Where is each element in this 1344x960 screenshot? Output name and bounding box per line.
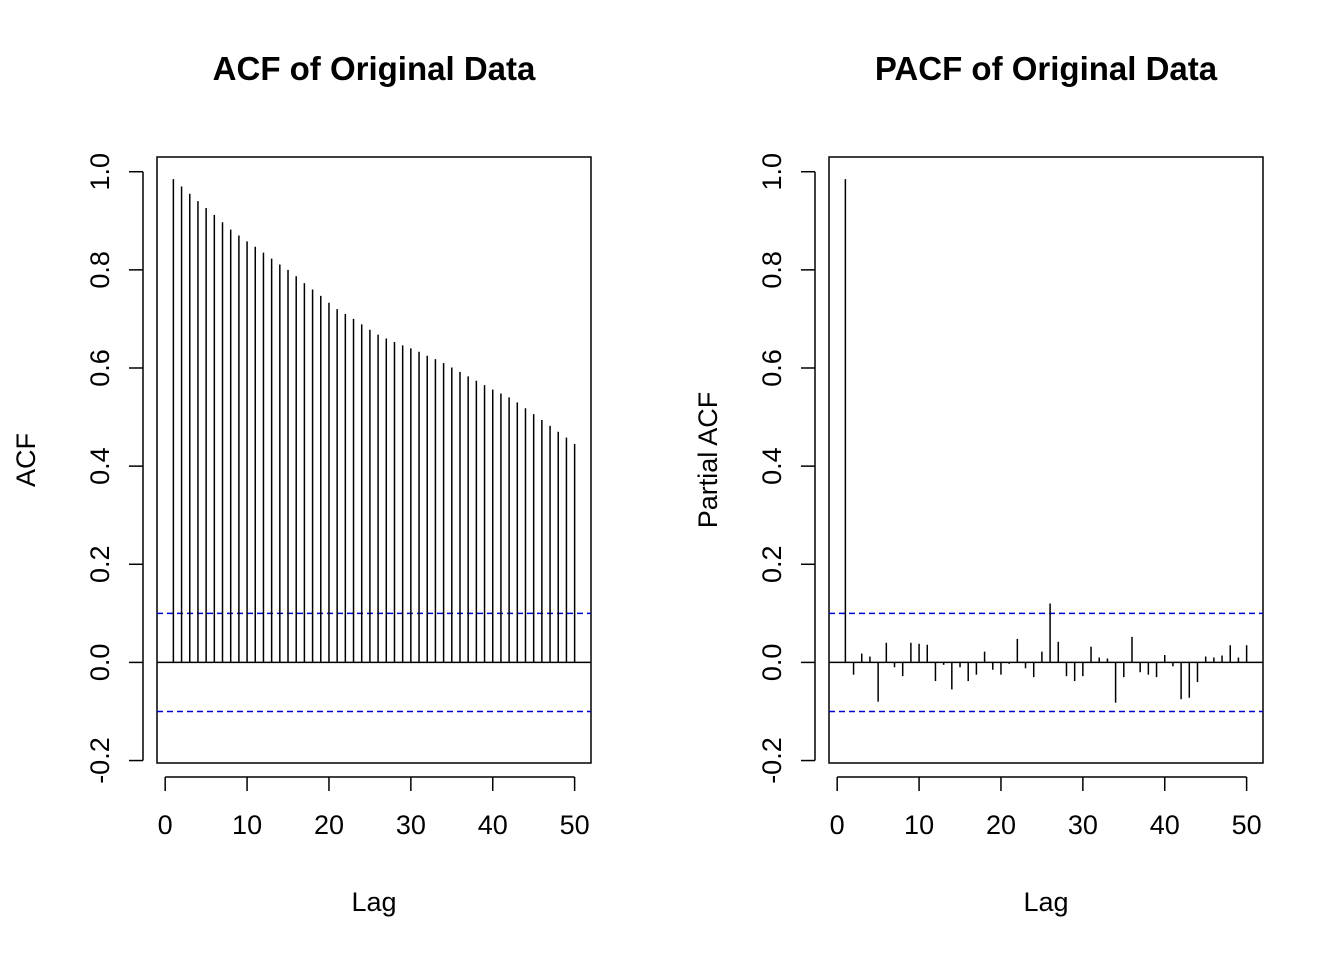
y-tick-label: 0.4 <box>757 447 787 485</box>
chart-title: PACF of Original Data <box>875 50 1218 87</box>
x-axis-label: Lag <box>1023 887 1068 917</box>
x-tick-label: 30 <box>396 810 426 840</box>
x-tick-label: 40 <box>1150 810 1180 840</box>
x-tick-label: 50 <box>1232 810 1262 840</box>
plot-box <box>828 156 1264 764</box>
y-tick-label: 1.0 <box>85 153 115 191</box>
x-tick-label: 40 <box>478 810 508 840</box>
x-axis-label: Lag <box>351 887 396 917</box>
x-tick-label: 0 <box>158 810 173 840</box>
x-tick-label: 10 <box>232 810 262 840</box>
y-tick-label: 0.2 <box>85 545 115 583</box>
y-tick-label: 0.4 <box>85 447 115 485</box>
y-tick-label: 0.8 <box>757 251 787 289</box>
x-tick-label: 20 <box>986 810 1016 840</box>
x-tick-label: 30 <box>1068 810 1098 840</box>
y-tick-label: 1.0 <box>757 153 787 191</box>
y-tick-label: 0.6 <box>85 349 115 387</box>
y-tick-label: 0.0 <box>757 644 787 682</box>
y-tick-label: 0.0 <box>85 644 115 682</box>
y-axis-label: ACF <box>11 433 41 487</box>
x-tick-label: 0 <box>830 810 845 840</box>
y-tick-label: -0.2 <box>85 737 115 784</box>
x-tick-label: 50 <box>560 810 590 840</box>
chart-title: ACF of Original Data <box>213 50 536 87</box>
x-tick-label: 10 <box>904 810 934 840</box>
x-tick-label: 20 <box>314 810 344 840</box>
y-axis-label: Partial ACF <box>693 392 723 529</box>
y-tick-label: 0.8 <box>85 251 115 289</box>
plot-box <box>156 156 592 764</box>
y-tick-label: -0.2 <box>757 737 787 784</box>
y-tick-label: 0.6 <box>757 349 787 387</box>
y-tick-label: 0.2 <box>757 545 787 583</box>
